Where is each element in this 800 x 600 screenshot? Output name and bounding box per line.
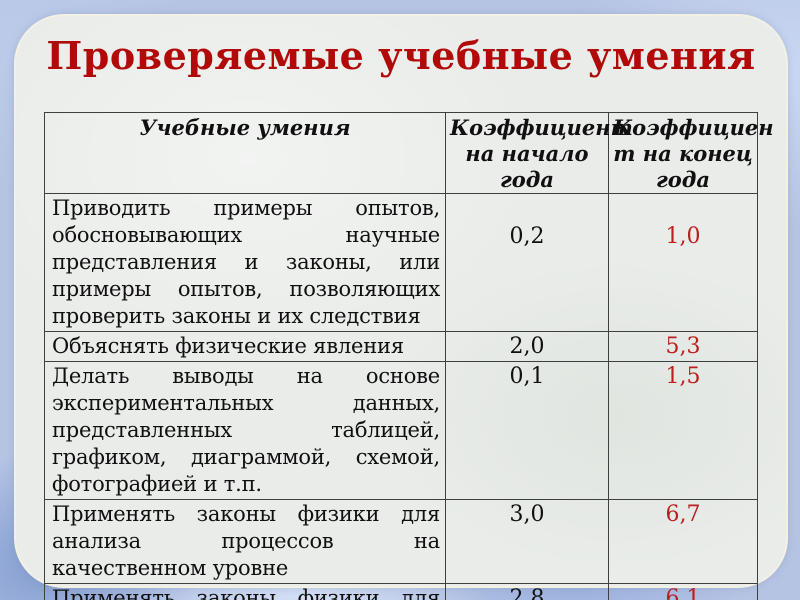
- table-row: Применять законы физики для анализа проц…: [44, 583, 758, 600]
- table-row: Делать выводы на основе экспериментальны…: [44, 361, 758, 500]
- end-value-cell: 1,0: [608, 193, 758, 332]
- table-row: Объяснять физические явления 2,0 5,3: [44, 331, 758, 362]
- table-row: Применять законы физики для анализа проц…: [44, 499, 758, 584]
- start-value-cell: 3,0: [445, 499, 609, 584]
- slide-title: Проверяемые учебные умения: [46, 33, 756, 78]
- table-header-row: Учебные умения Коэффициент на начало год…: [44, 112, 774, 194]
- column-header-skills: Учебные умения: [44, 112, 446, 194]
- start-value-cell: 0,2: [445, 193, 609, 332]
- column-header-coefficient-end: Коэффициен т на конец года: [608, 112, 774, 194]
- start-value-cell: 0,1: [445, 361, 609, 500]
- skill-cell: Применять законы физики для анализа проц…: [44, 499, 446, 584]
- end-value-cell: 5,3: [608, 331, 758, 362]
- skill-cell: Объяснять физические явления: [44, 331, 446, 362]
- table-row: Приводить примеры опытов, обосновывающих…: [44, 193, 758, 332]
- skill-cell: Приводить примеры опытов, обосновывающих…: [44, 193, 446, 332]
- skill-cell: Применять законы физики для анализа проц…: [44, 583, 446, 600]
- start-value-cell: 2,0: [445, 331, 609, 362]
- skill-cell: Делать выводы на основе экспериментальны…: [44, 361, 446, 500]
- column-header-coefficient-start: Коэффициент на начало года: [445, 112, 633, 194]
- end-value-cell: 1,5: [608, 361, 758, 500]
- end-value-cell: 6,7: [608, 499, 758, 584]
- skills-table: Учебные умения Коэффициент на начало год…: [44, 112, 774, 600]
- slide-card: Проверяемые учебные умения Учебные умени…: [14, 14, 788, 600]
- end-value-cell: 6,1: [608, 583, 758, 600]
- start-value-cell: 2,8: [445, 583, 609, 600]
